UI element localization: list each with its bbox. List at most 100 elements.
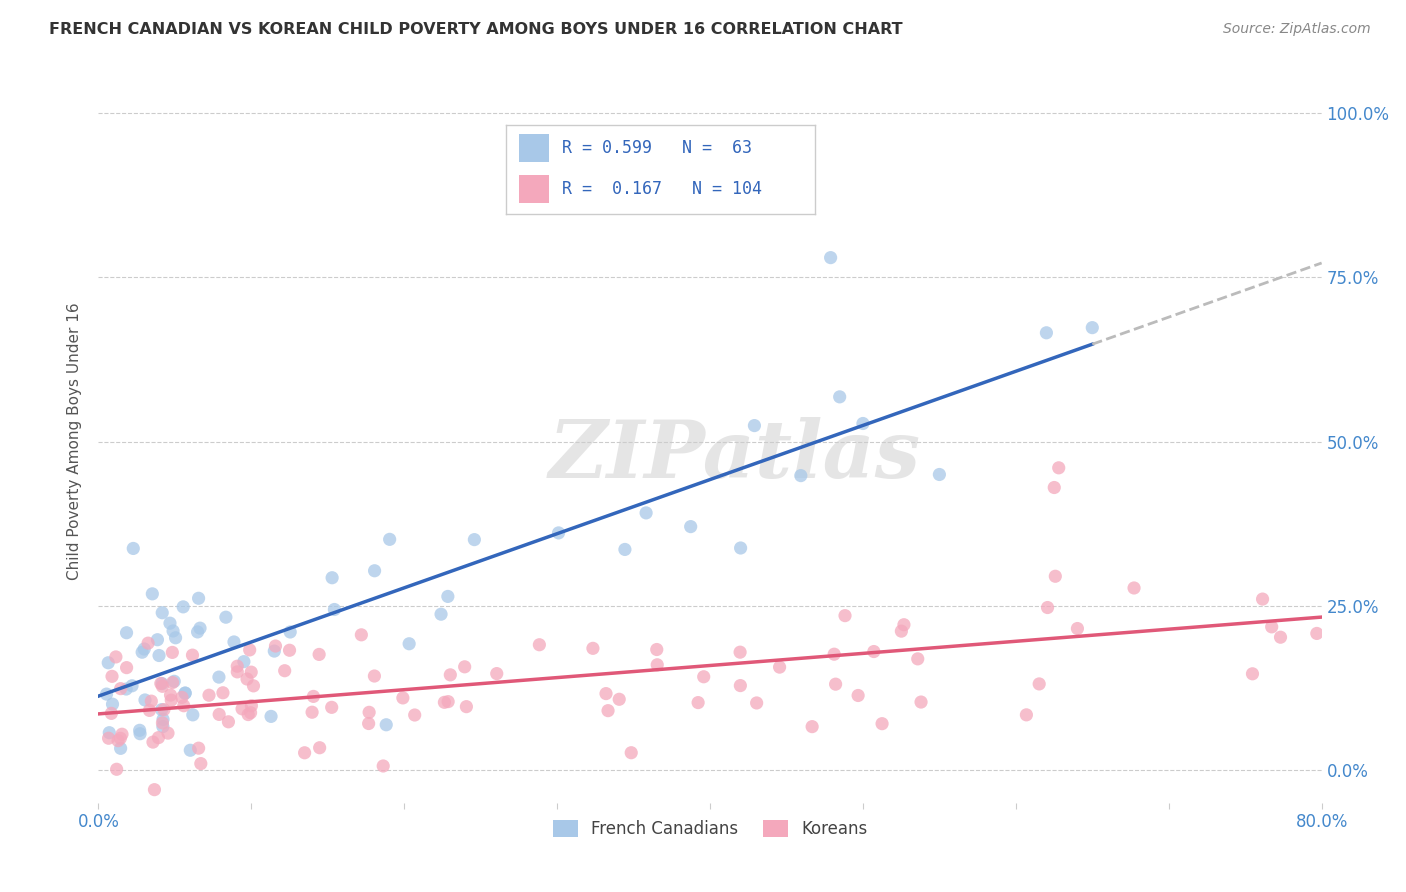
Point [363, 564, 385, 578]
Point [152, 715, 174, 730]
Point [156, 726, 179, 740]
Point [744, 418, 766, 433]
Point [163, 674, 186, 689]
Point [456, 699, 478, 714]
Point [928, 467, 950, 482]
Point [97, 731, 120, 746]
Point [375, 718, 398, 732]
Point [174, 686, 197, 700]
Text: ZIPatlas: ZIPatlas [548, 417, 921, 495]
Point [110, 741, 132, 756]
Point [260, 709, 283, 723]
Point [240, 665, 263, 680]
Point [150, 676, 173, 690]
Point [198, 688, 221, 702]
Point [308, 648, 330, 662]
Point [181, 707, 204, 722]
Point [152, 712, 174, 726]
Point [607, 692, 630, 706]
Point [187, 624, 209, 639]
Point [323, 602, 346, 616]
Point [104, 649, 127, 664]
Point [190, 756, 212, 771]
Point [165, 631, 187, 645]
Point [828, 390, 851, 404]
Point [453, 660, 475, 674]
Point [910, 695, 932, 709]
Point [101, 697, 124, 711]
Point [745, 696, 768, 710]
Point [172, 599, 194, 614]
Point [138, 703, 160, 717]
Point [264, 639, 287, 653]
Point [688, 696, 710, 710]
Point [1306, 626, 1329, 640]
Point [1047, 460, 1070, 475]
Point [115, 660, 138, 674]
Point [1270, 630, 1292, 644]
Point [142, 735, 165, 749]
Bar [519, 134, 550, 162]
Point [1036, 600, 1059, 615]
Point [529, 638, 551, 652]
Point [890, 624, 912, 639]
Point [128, 723, 150, 738]
Point [1035, 326, 1057, 340]
Point [1028, 677, 1050, 691]
Point [378, 533, 401, 547]
Point [768, 660, 790, 674]
Bar [519, 175, 550, 203]
Point [150, 703, 173, 717]
Point [173, 698, 195, 713]
Point [148, 731, 170, 745]
Point [870, 716, 893, 731]
Point [308, 740, 330, 755]
Point [187, 741, 209, 756]
Point [645, 657, 668, 672]
Point [820, 251, 842, 265]
Point [236, 672, 259, 686]
Point [217, 714, 239, 729]
Point [1043, 481, 1066, 495]
Point [222, 635, 245, 649]
Point [96, 687, 118, 701]
Point [121, 679, 143, 693]
Point [122, 541, 145, 556]
Point [232, 655, 254, 669]
Point [100, 706, 122, 721]
Text: R = 0.599   N =  63: R = 0.599 N = 63 [562, 139, 752, 157]
Point [547, 525, 569, 540]
Point [134, 693, 156, 707]
Point [136, 636, 159, 650]
Point [115, 681, 138, 696]
Point [179, 743, 201, 757]
Point [1015, 707, 1038, 722]
Point [824, 677, 846, 691]
Point [728, 645, 751, 659]
Point [485, 666, 508, 681]
Text: FRENCH CANADIAN VS KOREAN CHILD POVERTY AMONG BOYS UNDER 16 CORRELATION CHART: FRENCH CANADIAN VS KOREAN CHILD POVERTY … [49, 22, 903, 37]
Point [162, 624, 184, 638]
Point [240, 698, 263, 713]
Point [321, 571, 343, 585]
Point [645, 642, 668, 657]
Point [357, 716, 380, 731]
Point [159, 688, 181, 702]
Point [437, 695, 460, 709]
Point [97, 656, 120, 670]
Point [160, 693, 183, 707]
Point [107, 733, 129, 747]
Point [148, 648, 170, 663]
Point [131, 645, 153, 659]
Point [613, 542, 636, 557]
Point [153, 703, 176, 717]
Point [852, 417, 875, 431]
Point [350, 628, 373, 642]
Point [239, 643, 262, 657]
Point [278, 625, 301, 640]
Point [398, 637, 420, 651]
Point [693, 670, 716, 684]
Point [98, 725, 121, 739]
Point [595, 687, 617, 701]
Point [242, 679, 264, 693]
